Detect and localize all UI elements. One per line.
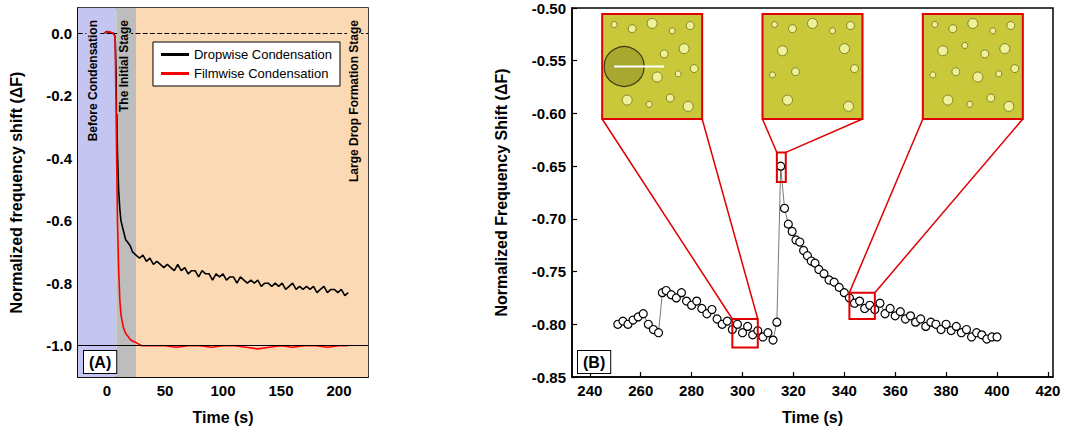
svg-text:300: 300: [730, 382, 755, 399]
svg-text:Time (s): Time (s): [192, 409, 253, 426]
svg-text:Time (s): Time (s): [782, 409, 843, 426]
svg-text:-0.8: -0.8: [46, 275, 72, 292]
svg-text:(A): (A): [89, 354, 111, 371]
svg-text:150: 150: [268, 382, 293, 399]
svg-text:340: 340: [832, 382, 857, 399]
svg-text:240: 240: [577, 382, 602, 399]
svg-text:100: 100: [210, 382, 235, 399]
svg-text:400: 400: [984, 382, 1009, 399]
svg-text:0: 0: [103, 382, 111, 399]
svg-text:(B): (B): [583, 354, 605, 371]
svg-text:Filmwise Condensation: Filmwise Condensation: [194, 66, 328, 81]
svg-text:320: 320: [781, 382, 806, 399]
svg-text:-0.60: -0.60: [532, 105, 566, 122]
svg-text:420: 420: [1035, 382, 1060, 399]
svg-text:The Initial Stage: The Initial Stage: [117, 20, 131, 112]
svg-text:Dropwise Condensation: Dropwise Condensation: [194, 47, 332, 62]
svg-text:-0.50: -0.50: [532, 0, 566, 17]
svg-text:380: 380: [934, 382, 959, 399]
svg-text:-0.85: -0.85: [532, 369, 566, 386]
svg-text:-0.6: -0.6: [46, 212, 72, 229]
svg-text:Large Drop Formation Stage: Large Drop Formation Stage: [347, 20, 361, 182]
svg-text:Before Condensation: Before Condensation: [86, 20, 100, 141]
svg-text:Normalized frequency shift (ΔF: Normalized frequency shift (ΔF): [8, 72, 25, 314]
svg-text:-0.4: -0.4: [46, 150, 73, 167]
svg-text:50: 50: [157, 382, 174, 399]
svg-text:Normalized Frequency Shift (ΔF: Normalized Frequency Shift (ΔF): [493, 69, 510, 317]
svg-text:-0.2: -0.2: [46, 87, 72, 104]
svg-text:-0.80: -0.80: [532, 316, 566, 333]
svg-text:260: 260: [628, 382, 653, 399]
svg-text:-0.70: -0.70: [532, 210, 566, 227]
svg-text:-0.65: -0.65: [532, 158, 566, 175]
svg-text:360: 360: [883, 382, 908, 399]
svg-text:-1.0: -1.0: [46, 337, 72, 354]
svg-text:0.0: 0.0: [51, 25, 72, 42]
svg-text:-0.75: -0.75: [532, 263, 566, 280]
svg-text:280: 280: [679, 382, 704, 399]
svg-text:-0.55: -0.55: [532, 52, 566, 69]
svg-text:200: 200: [326, 382, 351, 399]
